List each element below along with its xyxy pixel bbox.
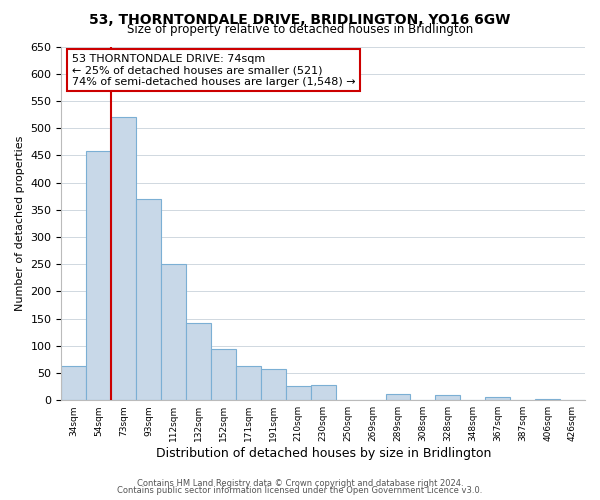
Bar: [535, 398, 560, 400]
Bar: [436, 395, 460, 400]
Y-axis label: Number of detached properties: Number of detached properties: [15, 136, 25, 311]
Bar: [261, 368, 286, 400]
Bar: [211, 348, 236, 400]
Bar: [386, 394, 410, 400]
Text: Contains HM Land Registry data © Crown copyright and database right 2024.: Contains HM Land Registry data © Crown c…: [137, 478, 463, 488]
Text: Contains public sector information licensed under the Open Government Licence v3: Contains public sector information licen…: [118, 486, 482, 495]
Bar: [111, 116, 136, 400]
Bar: [86, 151, 111, 400]
Text: 53 THORNTONDALE DRIVE: 74sqm
← 25% of detached houses are smaller (521)
74% of s: 53 THORNTONDALE DRIVE: 74sqm ← 25% of de…: [72, 54, 355, 87]
Bar: [236, 366, 261, 400]
Bar: [161, 264, 186, 400]
X-axis label: Distribution of detached houses by size in Bridlington: Distribution of detached houses by size …: [155, 447, 491, 460]
Bar: [286, 386, 311, 400]
Text: Size of property relative to detached houses in Bridlington: Size of property relative to detached ho…: [127, 22, 473, 36]
Bar: [61, 366, 86, 400]
Bar: [311, 385, 335, 400]
Bar: [186, 323, 211, 400]
Bar: [485, 398, 510, 400]
Bar: [136, 199, 161, 400]
Text: 53, THORNTONDALE DRIVE, BRIDLINGTON, YO16 6GW: 53, THORNTONDALE DRIVE, BRIDLINGTON, YO1…: [89, 12, 511, 26]
